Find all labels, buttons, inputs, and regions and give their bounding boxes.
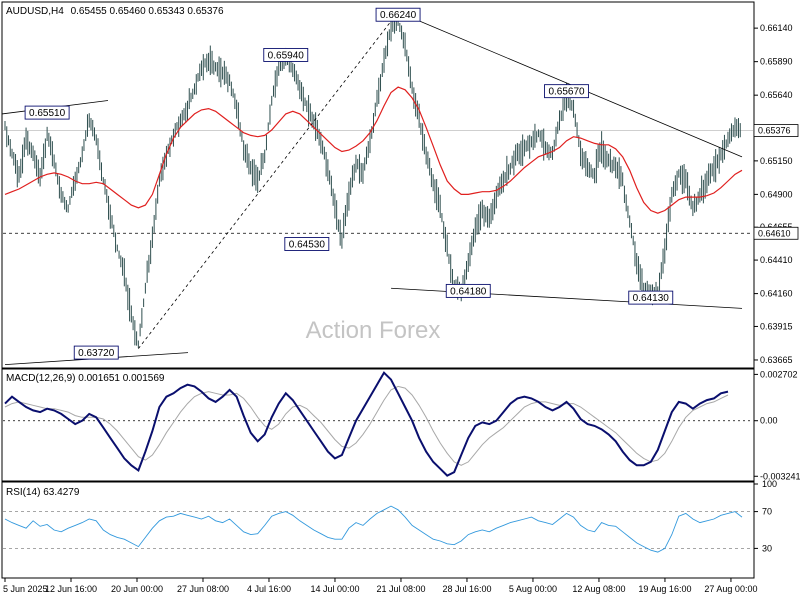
price-annotation-box <box>445 283 491 298</box>
watermark: Action Forex <box>306 317 441 344</box>
macd-title: MACD(12,26,9) 0.001651 0.001569 <box>6 373 165 384</box>
macd-axis-label: 0.002702 <box>760 369 798 379</box>
macd-line <box>4 371 729 477</box>
moving-average-line <box>4 86 743 214</box>
price-annotation-label: 0.66240 <box>380 10 417 21</box>
rsi-axis-label: 70 <box>762 507 772 517</box>
price-annotation-box <box>24 105 70 120</box>
price-axis-label: 0.65150 <box>760 156 793 166</box>
rsi-line <box>4 505 743 553</box>
price-annotation-label: 0.64130 <box>633 293 670 304</box>
rsi-axis-label: 30 <box>762 543 772 553</box>
time-axis-label: 21 Jul 08:00 <box>376 584 425 594</box>
price-axis-label: 0.66140 <box>760 23 793 33</box>
price-panel <box>1 1 755 369</box>
time-axis-label: 12 Aug 08:00 <box>572 584 625 594</box>
time-axis-label: 28 Jul 16:00 <box>442 584 491 594</box>
support-price-box <box>753 226 799 240</box>
price-axis-label: 0.64410 <box>760 255 793 265</box>
price-annotation-box <box>263 47 309 62</box>
price-annotation-label: 0.63720 <box>78 348 115 359</box>
macd-axis-label: -0.003241 <box>760 471 800 481</box>
price-annotation-box <box>544 84 589 99</box>
price-axis-label: 0.64160 <box>760 289 793 299</box>
price-axis-label: 0.63665 <box>760 355 793 365</box>
time-axis-label: 27 Aug 00:00 <box>704 584 757 594</box>
price-axis-label: 0.64900 <box>760 189 793 199</box>
chart-header: AUDUSD,H4 0.65455 0.65460 0.65343 0.6537… <box>6 6 224 17</box>
price-annotations-group: 0.66240 0.65940 0.65670 0.65510 0.64530 0.641… <box>24 7 674 360</box>
rising-dashed-trendline <box>138 11 399 349</box>
time-axis-label: 14 Jul 00:00 <box>310 584 359 594</box>
time-axis-label: 19 Aug 16:00 <box>638 584 691 594</box>
current-price-label: 0.65376 <box>758 126 791 136</box>
price-annotation-box <box>284 237 330 251</box>
macd-panel <box>1 368 755 482</box>
price-annotation-label: 0.65940 <box>268 50 305 61</box>
price-annotation-label: 0.65670 <box>548 87 585 98</box>
rsi-panel <box>1 481 755 579</box>
time-axis-label: 12 Jun 16:00 <box>45 584 97 594</box>
time-axis-label: 5 Jun 2025 <box>3 584 48 594</box>
price-axis-label: 0.65890 <box>760 57 793 67</box>
current-price-box <box>753 124 799 137</box>
symbol-label: AUDUSD,H4 <box>6 6 64 17</box>
macd-signal-line <box>4 385 729 466</box>
time-axis-label: 4 Jul 16:00 <box>247 584 291 594</box>
price-annotation-label: 0.65510 <box>29 108 66 119</box>
rsi-title: RSI(14) 63.4279 <box>6 487 80 498</box>
support-price-label: 0.64610 <box>758 228 791 238</box>
rsi-series-group: 100 70 30 <box>3 479 777 553</box>
ohlc-label: 0.65455 0.65460 0.65343 0.65376 <box>71 6 224 17</box>
macd-series-group: 0.002702 0.00 -0.003241 <box>3 369 800 481</box>
price-annotation-box <box>375 7 421 22</box>
price-series-group <box>3 10 753 348</box>
time-axis-label: 5 Aug 00:00 <box>509 584 557 594</box>
price-axis-label: 0.63915 <box>760 321 793 331</box>
macd-axis-label: 0.00 <box>760 416 778 426</box>
price-axis-group: 0.661400.658900.656400.653900.651500.649… <box>753 23 799 365</box>
price-annotation-label: 0.64530 <box>289 239 326 250</box>
price-annotation-label: 0.64180 <box>450 286 487 297</box>
time-axis-label: 20 Jun 00:00 <box>111 584 163 594</box>
price-annotation-box <box>73 345 119 360</box>
price-annotation-box <box>628 290 674 305</box>
time-axis-label: 27 Jun 08:00 <box>177 584 229 594</box>
rsi-axis-label: 100 <box>762 479 777 489</box>
price-axis-label: 0.65640 <box>760 90 793 100</box>
